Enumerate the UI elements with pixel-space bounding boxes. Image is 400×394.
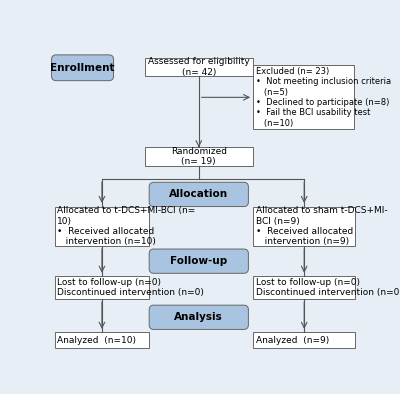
- FancyBboxPatch shape: [55, 276, 149, 299]
- FancyBboxPatch shape: [149, 182, 248, 206]
- FancyBboxPatch shape: [52, 55, 114, 81]
- FancyBboxPatch shape: [144, 58, 253, 76]
- Text: Lost to follow-up (n=0)
Discontinued intervention (n=0): Lost to follow-up (n=0) Discontinued int…: [57, 278, 204, 297]
- Text: Follow-up: Follow-up: [170, 256, 228, 266]
- Text: Allocation: Allocation: [169, 190, 228, 199]
- Text: Allocated to sham t-DCS+MI-
BCI (n=9)
•  Received allocated
   intervention (n=9: Allocated to sham t-DCS+MI- BCI (n=9) • …: [256, 206, 387, 246]
- FancyBboxPatch shape: [253, 276, 355, 299]
- FancyBboxPatch shape: [149, 305, 248, 329]
- FancyBboxPatch shape: [144, 147, 253, 165]
- Text: Randomized
(n= 19): Randomized (n= 19): [171, 147, 227, 166]
- Text: Analyzed  (n=9): Analyzed (n=9): [256, 336, 329, 344]
- FancyBboxPatch shape: [149, 249, 248, 273]
- Text: Enrollment: Enrollment: [50, 63, 115, 73]
- Text: Excluded (n= 23)
•  Not meeting inclusion criteria
   (n=5)
•  Declined to parti: Excluded (n= 23) • Not meeting inclusion…: [256, 67, 391, 128]
- Text: Analyzed  (n=10): Analyzed (n=10): [57, 336, 136, 344]
- FancyBboxPatch shape: [55, 206, 149, 246]
- Text: Lost to follow-up (n=0)
Discontinued intervention (n=0): Lost to follow-up (n=0) Discontinued int…: [256, 278, 400, 297]
- Text: Assessed for eligibility
(n= 42): Assessed for eligibility (n= 42): [148, 57, 250, 77]
- FancyBboxPatch shape: [253, 333, 355, 348]
- FancyBboxPatch shape: [253, 206, 355, 246]
- Text: Allocated to t-DCS+MI-BCI (n=
10)
•  Received allocated
   intervention (n=10): Allocated to t-DCS+MI-BCI (n= 10) • Rece…: [57, 206, 195, 246]
- FancyBboxPatch shape: [253, 65, 354, 129]
- FancyBboxPatch shape: [55, 333, 149, 348]
- Text: Analysis: Analysis: [174, 312, 223, 322]
